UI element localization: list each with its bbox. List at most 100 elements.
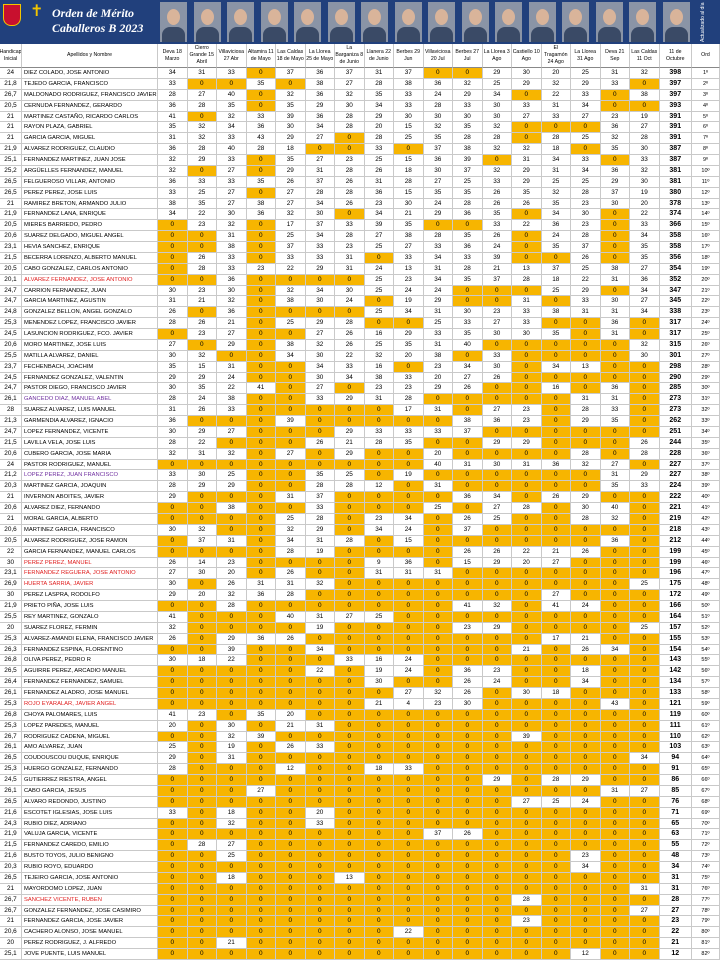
score-cell: 32 [158, 155, 188, 166]
score-cell: 26 [482, 546, 512, 558]
score-cell: 33 [453, 100, 483, 112]
player-photo [562, 2, 589, 42]
position: 65º [692, 764, 720, 776]
score-cell: 0 [630, 557, 660, 569]
score-cell: 0 [335, 209, 365, 221]
score-cell: 28 [571, 448, 601, 460]
score-cell: 20 [394, 350, 424, 362]
score-cell: 0 [630, 796, 660, 808]
score-cell: 0 [571, 753, 601, 765]
score-cell: 23 [512, 405, 542, 417]
handicap: 25,5 [0, 350, 22, 362]
score-cell: 0 [158, 818, 188, 830]
player-name: RUBIO ROYO, EDUARDO [22, 862, 158, 873]
score-cell: 33 [394, 372, 424, 384]
score-cell: 23 [571, 851, 601, 863]
total: 298 [659, 361, 692, 373]
score-cell: 0 [482, 524, 512, 536]
score-cell: 40 [453, 339, 483, 351]
score-cell: 25 [630, 579, 660, 591]
handicap: 26,3 [0, 644, 22, 656]
score-cell: 0 [276, 677, 306, 689]
score-cell: 0 [364, 883, 394, 895]
score-cell: 0 [453, 796, 483, 808]
score-cell: 36 [158, 176, 188, 188]
score-cell: 0 [246, 535, 276, 547]
total: 196 [659, 568, 692, 580]
score-cell: 0 [630, 383, 660, 395]
score-cell: 0 [571, 688, 601, 699]
position: 40º [692, 492, 720, 504]
score-cell: 0 [364, 851, 394, 863]
score-cell: 27 [630, 122, 660, 134]
score-cell: 25 [482, 78, 512, 90]
score-cell: 0 [453, 285, 483, 297]
column-header: Villaviciosa 20 Jul [423, 44, 453, 68]
score-cell: 29 [158, 590, 188, 602]
total: 222 [659, 492, 692, 504]
score-cell: 0 [276, 862, 306, 873]
score-cell: 0 [187, 851, 217, 863]
score-cell: 28 [335, 187, 365, 199]
total: 393 [659, 100, 692, 112]
score-cell: 38 [364, 372, 394, 384]
score-cell: 33 [305, 394, 335, 406]
score-cell: 26 [364, 165, 394, 177]
score-cell: 36 [600, 318, 630, 330]
score-cell: 37 [187, 535, 217, 547]
handicap: 26,8 [0, 655, 22, 667]
handicap: 24,5 [0, 372, 22, 384]
score-cell: 32 [335, 89, 365, 101]
player-photo [629, 2, 656, 42]
score-cell: 31 [158, 405, 188, 417]
position: 34º [692, 426, 720, 438]
score-cell: 0 [512, 698, 542, 710]
handicap: 21,8 [0, 78, 22, 90]
score-cell: 0 [630, 775, 660, 786]
score-cell: 0 [571, 535, 601, 547]
position: 9º [692, 155, 720, 166]
total: 76 [659, 796, 692, 808]
handicap: 24,5 [0, 329, 22, 340]
score-cell: 31 [541, 100, 571, 112]
score-cell: 22 [217, 383, 247, 395]
score-cell: 30 [335, 100, 365, 112]
score-cell: 27 [394, 688, 424, 699]
score-cell: 0 [571, 742, 601, 754]
position: 32º [692, 405, 720, 417]
score-cell: 30 [158, 350, 188, 362]
score-cell: 30 [364, 677, 394, 689]
club-logo [3, 4, 21, 26]
score-cell: 0 [571, 883, 601, 895]
score-cell: 0 [453, 742, 483, 754]
total: 397 [659, 89, 692, 101]
score-cell: 0 [364, 894, 394, 906]
score-cell: 26 [453, 677, 483, 689]
score-cell: 29 [423, 209, 453, 221]
score-cell: 32 [482, 122, 512, 134]
score-cell: 31 [600, 785, 630, 797]
score-cell: 0 [276, 78, 306, 90]
column-header: 11 de Octubre [659, 44, 692, 68]
score-cell: 33 [512, 318, 542, 330]
score-cell: 0 [630, 372, 660, 384]
score-cell: 0 [246, 829, 276, 841]
score-cell: 0 [453, 481, 483, 493]
score-cell: 0 [364, 503, 394, 514]
score-cell: 32 [187, 524, 217, 536]
position: 57º [692, 677, 720, 689]
score-cell: 0 [158, 666, 188, 678]
position: 24º [692, 318, 720, 330]
player-name: ALVAREZ FERNANDEZ, JOSE ANTONIO [22, 274, 158, 286]
photo-face [502, 9, 515, 25]
score-cell: 0 [246, 862, 276, 873]
player-name: FERNANDEZ ESPINA, FLORENTINO [22, 644, 158, 656]
score-cell: 32 [217, 111, 247, 123]
score-cell: 0 [541, 862, 571, 873]
score-cell: 0 [512, 720, 542, 732]
score-cell: 0 [364, 938, 394, 950]
score-cell: 0 [187, 78, 217, 90]
score-cell: 30 [423, 165, 453, 177]
handicap: 25,3 [0, 633, 22, 645]
score-cell: 34 [276, 350, 306, 362]
